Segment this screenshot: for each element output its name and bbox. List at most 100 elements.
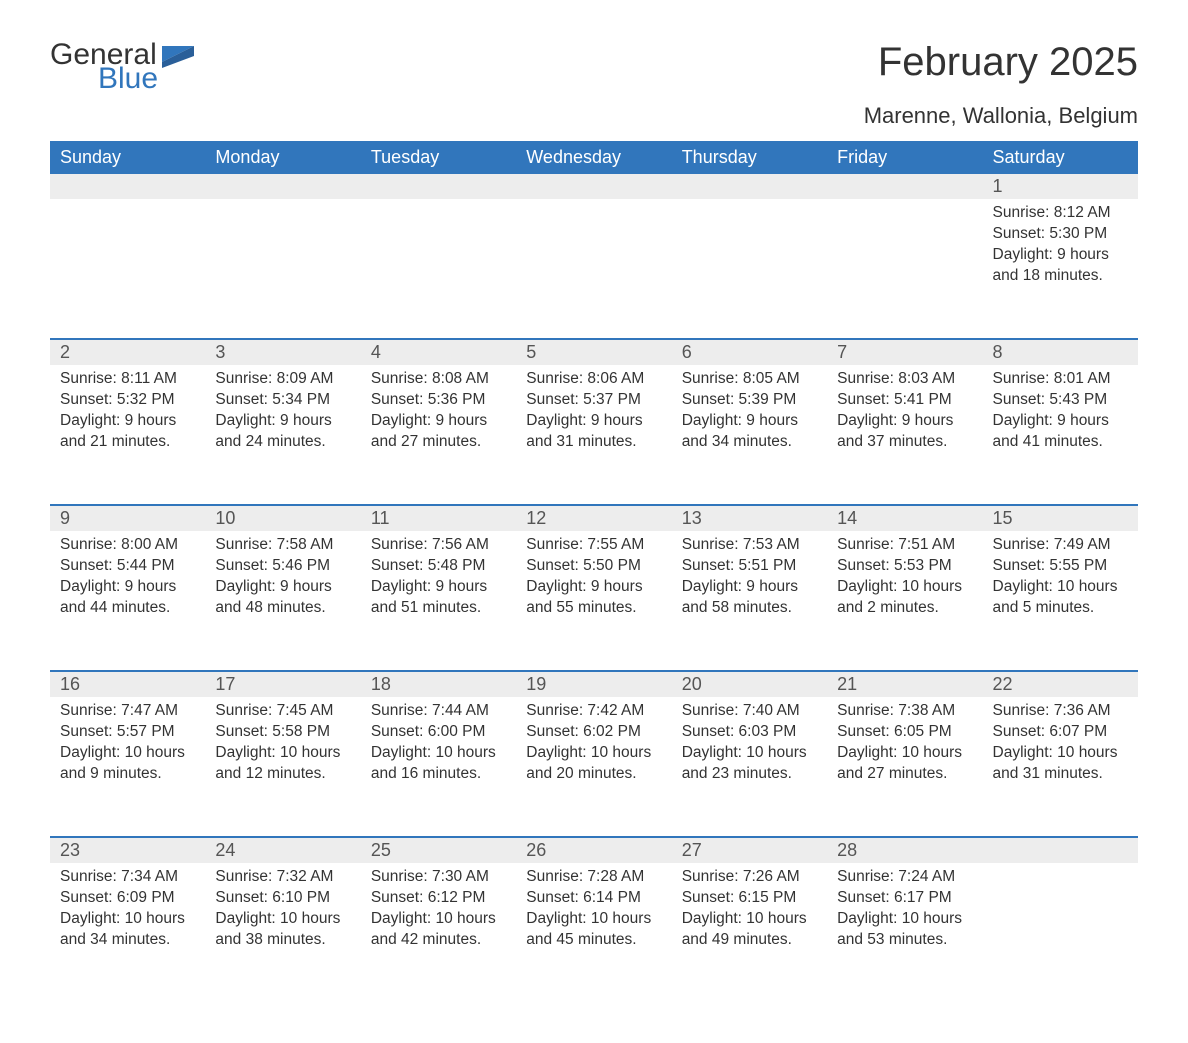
day-dl1: Daylight: 9 hours: [60, 577, 195, 598]
day-body: Sunrise: 7:44 AMSunset: 6:00 PMDaylight:…: [361, 697, 516, 801]
day-cell: Sunrise: 8:01 AMSunset: 5:43 PMDaylight:…: [983, 365, 1138, 505]
day-dl1: Daylight: 9 hours: [526, 411, 661, 432]
day-body: Sunrise: 8:12 AMSunset: 5:30 PMDaylight:…: [983, 199, 1138, 303]
day-dl1: Daylight: 10 hours: [682, 909, 817, 930]
day-sunset: Sunset: 5:46 PM: [215, 556, 350, 577]
day-sunset: Sunset: 5:32 PM: [60, 390, 195, 411]
daynum-cell: [516, 174, 671, 199]
day-number: 12: [516, 506, 671, 531]
day-sunrise: Sunrise: 7:24 AM: [837, 867, 972, 888]
day-sunrise: Sunrise: 7:56 AM: [371, 535, 506, 556]
day-sunset: Sunset: 6:14 PM: [526, 888, 661, 909]
day-body: Sunrise: 7:26 AMSunset: 6:15 PMDaylight:…: [672, 863, 827, 967]
weekday-header: Thursday: [672, 141, 827, 174]
day-sunset: Sunset: 6:05 PM: [837, 722, 972, 743]
day-sunrise: Sunrise: 7:58 AM: [215, 535, 350, 556]
daynum-cell: 5: [516, 340, 671, 365]
day-sunset: Sunset: 5:53 PM: [837, 556, 972, 577]
week-row: Sunrise: 8:00 AMSunset: 5:44 PMDaylight:…: [50, 531, 1138, 671]
daynum-cell: 7: [827, 340, 982, 365]
day-sunrise: Sunrise: 8:05 AM: [682, 369, 817, 390]
day-number: 3: [205, 340, 360, 365]
day-dl1: Daylight: 10 hours: [60, 909, 195, 930]
day-sunrise: Sunrise: 7:30 AM: [371, 867, 506, 888]
day-body: Sunrise: 7:58 AMSunset: 5:46 PMDaylight:…: [205, 531, 360, 635]
day-dl1: Daylight: 9 hours: [526, 577, 661, 598]
day-dl2: and 42 minutes.: [371, 930, 506, 951]
day-number: 15: [983, 506, 1138, 531]
day-dl2: and 16 minutes.: [371, 764, 506, 785]
day-body: Sunrise: 8:08 AMSunset: 5:36 PMDaylight:…: [361, 365, 516, 469]
day-dl2: and 34 minutes.: [682, 432, 817, 453]
day-body: Sunrise: 8:00 AMSunset: 5:44 PMDaylight:…: [50, 531, 205, 635]
day-sunset: Sunset: 6:15 PM: [682, 888, 817, 909]
day-sunset: Sunset: 5:41 PM: [837, 390, 972, 411]
day-number: [672, 174, 827, 178]
weekday-header: Tuesday: [361, 141, 516, 174]
day-dl1: Daylight: 10 hours: [60, 743, 195, 764]
day-sunrise: Sunrise: 7:34 AM: [60, 867, 195, 888]
day-sunset: Sunset: 5:30 PM: [993, 224, 1128, 245]
week-row: Sunrise: 7:34 AMSunset: 6:09 PMDaylight:…: [50, 863, 1138, 1003]
day-dl2: and 27 minutes.: [371, 432, 506, 453]
day-sunrise: Sunrise: 7:36 AM: [993, 701, 1128, 722]
day-number: 24: [205, 838, 360, 863]
daynum-cell: 28: [827, 838, 982, 863]
day-number: [50, 174, 205, 178]
weekday-header: Wednesday: [516, 141, 671, 174]
day-dl2: and 37 minutes.: [837, 432, 972, 453]
day-sunset: Sunset: 6:10 PM: [215, 888, 350, 909]
daynum-cell: 21: [827, 672, 982, 697]
day-cell: Sunrise: 7:44 AMSunset: 6:00 PMDaylight:…: [361, 697, 516, 837]
day-sunrise: Sunrise: 8:03 AM: [837, 369, 972, 390]
day-number: 26: [516, 838, 671, 863]
day-body: [983, 863, 1138, 883]
daynum-cell: [983, 838, 1138, 863]
day-sunrise: Sunrise: 7:38 AM: [837, 701, 972, 722]
day-sunrise: Sunrise: 8:12 AM: [993, 203, 1128, 224]
day-sunset: Sunset: 5:34 PM: [215, 390, 350, 411]
logo-word-blue: Blue: [98, 64, 158, 94]
day-sunrise: Sunrise: 8:00 AM: [60, 535, 195, 556]
day-body: Sunrise: 7:36 AMSunset: 6:07 PMDaylight:…: [983, 697, 1138, 801]
daynum-row: 9101112131415: [50, 506, 1138, 531]
day-body: Sunrise: 8:01 AMSunset: 5:43 PMDaylight:…: [983, 365, 1138, 469]
day-sunset: Sunset: 6:00 PM: [371, 722, 506, 743]
daynum-cell: 19: [516, 672, 671, 697]
day-sunset: Sunset: 5:57 PM: [60, 722, 195, 743]
day-dl1: Daylight: 10 hours: [371, 743, 506, 764]
day-number: 27: [672, 838, 827, 863]
day-cell: Sunrise: 8:00 AMSunset: 5:44 PMDaylight:…: [50, 531, 205, 671]
daynum-cell: 11: [361, 506, 516, 531]
daynum-cell: 14: [827, 506, 982, 531]
day-cell: Sunrise: 7:32 AMSunset: 6:10 PMDaylight:…: [205, 863, 360, 1003]
day-sunrise: Sunrise: 7:32 AM: [215, 867, 350, 888]
day-dl2: and 58 minutes.: [682, 598, 817, 619]
day-cell: [827, 199, 982, 339]
day-sunset: Sunset: 6:17 PM: [837, 888, 972, 909]
day-sunset: Sunset: 5:50 PM: [526, 556, 661, 577]
day-dl2: and 41 minutes.: [993, 432, 1128, 453]
day-dl1: Daylight: 10 hours: [837, 577, 972, 598]
day-sunrise: Sunrise: 7:40 AM: [682, 701, 817, 722]
day-number: [361, 174, 516, 178]
day-dl2: and 44 minutes.: [60, 598, 195, 619]
daynum-cell: 13: [672, 506, 827, 531]
daynum-cell: 6: [672, 340, 827, 365]
day-cell: Sunrise: 7:47 AMSunset: 5:57 PMDaylight:…: [50, 697, 205, 837]
day-sunrise: Sunrise: 7:47 AM: [60, 701, 195, 722]
day-cell: [50, 199, 205, 339]
day-sunset: Sunset: 5:43 PM: [993, 390, 1128, 411]
day-sunrise: Sunrise: 8:08 AM: [371, 369, 506, 390]
day-cell: Sunrise: 8:05 AMSunset: 5:39 PMDaylight:…: [672, 365, 827, 505]
daynum-cell: [205, 174, 360, 199]
day-cell: Sunrise: 7:45 AMSunset: 5:58 PMDaylight:…: [205, 697, 360, 837]
day-body: Sunrise: 8:05 AMSunset: 5:39 PMDaylight:…: [672, 365, 827, 469]
day-number: 10: [205, 506, 360, 531]
day-number: 22: [983, 672, 1138, 697]
daynum-cell: 2: [50, 340, 205, 365]
day-dl1: Daylight: 10 hours: [682, 743, 817, 764]
day-dl1: Daylight: 10 hours: [526, 743, 661, 764]
daynum-cell: 22: [983, 672, 1138, 697]
day-sunrise: Sunrise: 7:55 AM: [526, 535, 661, 556]
